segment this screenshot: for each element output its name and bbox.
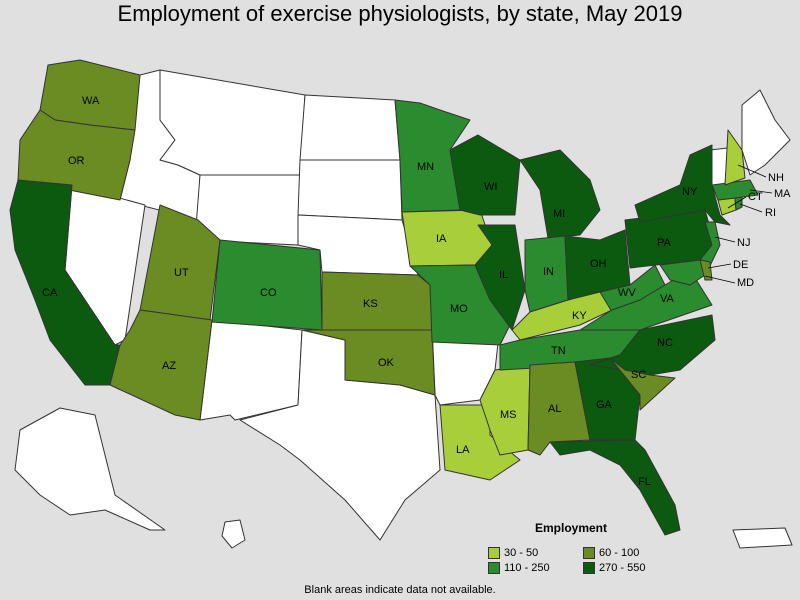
map-title: Employment of exercise physiologists, by… [117, 1, 683, 26]
legend-swatch [488, 547, 500, 559]
label-nh: NH [768, 172, 784, 184]
label-ct: CT [748, 191, 763, 203]
label-al: AL [548, 403, 561, 415]
label-ky: KY [572, 310, 587, 322]
label-ut: UT [174, 267, 189, 279]
state-sd [297, 159, 403, 221]
state-wi [449, 134, 521, 216]
label-wa: WA [82, 95, 100, 107]
footnote: Blank areas indicate data not available. [304, 584, 496, 596]
state-ca [9, 179, 126, 386]
leader-lines [704, 164, 773, 284]
state-fl [549, 439, 681, 536]
state-il [474, 224, 526, 331]
state-az [109, 309, 213, 421]
legend-swatch [488, 562, 500, 574]
state-nm [199, 319, 303, 421]
label-or: OR [68, 155, 85, 167]
label-la: LA [456, 444, 470, 456]
label-ms: MS [500, 409, 517, 421]
label-va: VA [660, 293, 675, 305]
legend-swatch [583, 562, 595, 574]
state-ga [574, 357, 641, 441]
state-nd [299, 94, 401, 161]
label-ia: IA [436, 233, 447, 245]
label-mo: MO [450, 303, 468, 315]
legend-title: Employment [535, 521, 608, 535]
state-ct [717, 197, 737, 216]
state-ak [14, 407, 166, 531]
state-ma [711, 179, 759, 201]
state-or [17, 109, 136, 201]
label-md: MD [737, 277, 754, 289]
label-ca: CA [42, 287, 58, 299]
label-mi: MI [553, 208, 565, 220]
label-nj: NJ [737, 237, 750, 249]
label-wi: WI [484, 181, 497, 193]
label-oh: OH [590, 258, 607, 270]
legend-item-110-250: 110 - 250 [488, 562, 550, 574]
state-de [699, 259, 713, 281]
label-il: IL [499, 269, 508, 281]
legend-item-30-50: 30 - 50 [488, 547, 538, 559]
state-sc [609, 357, 676, 411]
label-ma: MA [774, 188, 791, 200]
state-me [741, 89, 791, 176]
label-de: DE [733, 259, 748, 271]
label-ok: OK [378, 357, 395, 369]
label-nc: NC [657, 337, 673, 349]
state-mi [519, 149, 601, 239]
label-ga: GA [596, 399, 613, 411]
label-pa: PA [657, 237, 672, 249]
state-pr [732, 527, 793, 549]
legend-swatch [583, 547, 595, 559]
label-fl: FL [638, 476, 651, 488]
label-ny: NY [682, 186, 698, 198]
label-sc: SC [631, 369, 646, 381]
legend-item-60-100: 60 - 100 [583, 547, 639, 559]
label-tn: TN [551, 345, 566, 357]
state-md [659, 259, 706, 286]
state-co [211, 239, 323, 331]
state-ut [139, 204, 221, 321]
label-in: IN [543, 266, 554, 278]
state-va [579, 269, 713, 331]
label-ks: KS [363, 298, 378, 310]
label-az: AZ [162, 360, 176, 372]
state-nh [724, 129, 746, 186]
label-ri: RI [765, 207, 776, 219]
state-ny [634, 144, 731, 226]
state-ia [401, 209, 493, 267]
label-wv: WV [618, 287, 636, 299]
label-co: CO [260, 287, 277, 299]
state-hi-big [221, 519, 246, 549]
state-labels: WA OR CA UT AZ CO KS OK MN IA MO LA WI I… [42, 95, 791, 488]
state-mt [159, 69, 306, 176]
label-mn: MN [417, 161, 434, 173]
legend-item-270-550: 270 - 550 [583, 562, 645, 574]
